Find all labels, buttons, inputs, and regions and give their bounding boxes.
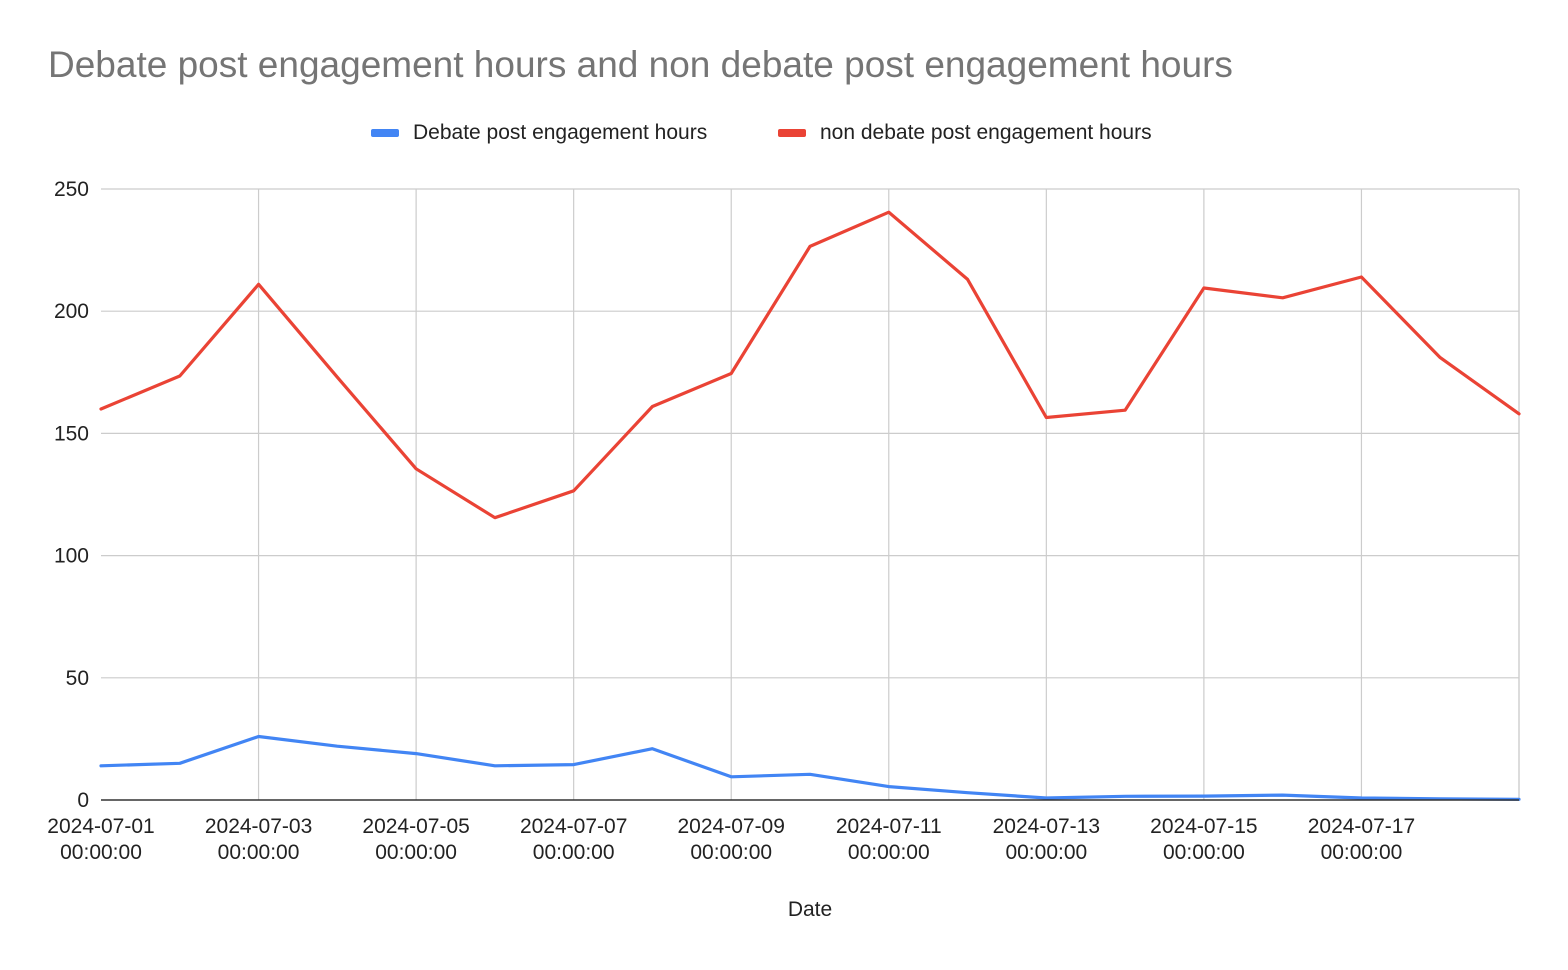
- y-tick-label: 50: [66, 667, 89, 690]
- y-tick-label: 250: [54, 178, 89, 201]
- legend: Debate post engagement hours non debate …: [0, 118, 1568, 148]
- legend-swatch-non-debate: [778, 129, 806, 137]
- x-tick-label: 2024-07-05 00:00:00: [362, 815, 469, 864]
- y-tick-label: 200: [54, 300, 89, 323]
- x-tick-label: 2024-07-01 00:00:00: [47, 815, 154, 864]
- x-tick-label: 2024-07-07 00:00:00: [520, 815, 627, 864]
- x-tick-label: 2024-07-13 00:00:00: [993, 815, 1100, 864]
- y-tick-label: 150: [54, 422, 89, 445]
- x-tick-label: 2024-07-17 00:00:00: [1308, 815, 1415, 864]
- series-line-0: [99, 734, 1521, 801]
- y-tick-label: 0: [77, 789, 89, 812]
- series-line-1: [99, 210, 1521, 520]
- legend-label-debate: Debate post engagement hours: [413, 121, 708, 144]
- legend-swatch-debate: [371, 129, 399, 137]
- x-tick-label: 2024-07-15 00:00:00: [1150, 815, 1257, 864]
- x-tick-label: 2024-07-03 00:00:00: [205, 815, 312, 864]
- y-tick-label: 100: [54, 545, 89, 568]
- chart-title: Debate post engagement hours and non deb…: [48, 44, 1233, 85]
- legend-item-debate[interactable]: Debate post engagement hours: [371, 118, 707, 148]
- x-tick-label: 2024-07-11 00:00:00: [836, 815, 942, 864]
- legend-item-non-debate[interactable]: non debate post engagement hours: [778, 118, 1152, 148]
- x-tick-label: 2024-07-09 00:00:00: [678, 815, 785, 864]
- legend-label-non-debate: non debate post engagement hours: [820, 121, 1152, 144]
- x-axis-title: Date: [788, 898, 832, 921]
